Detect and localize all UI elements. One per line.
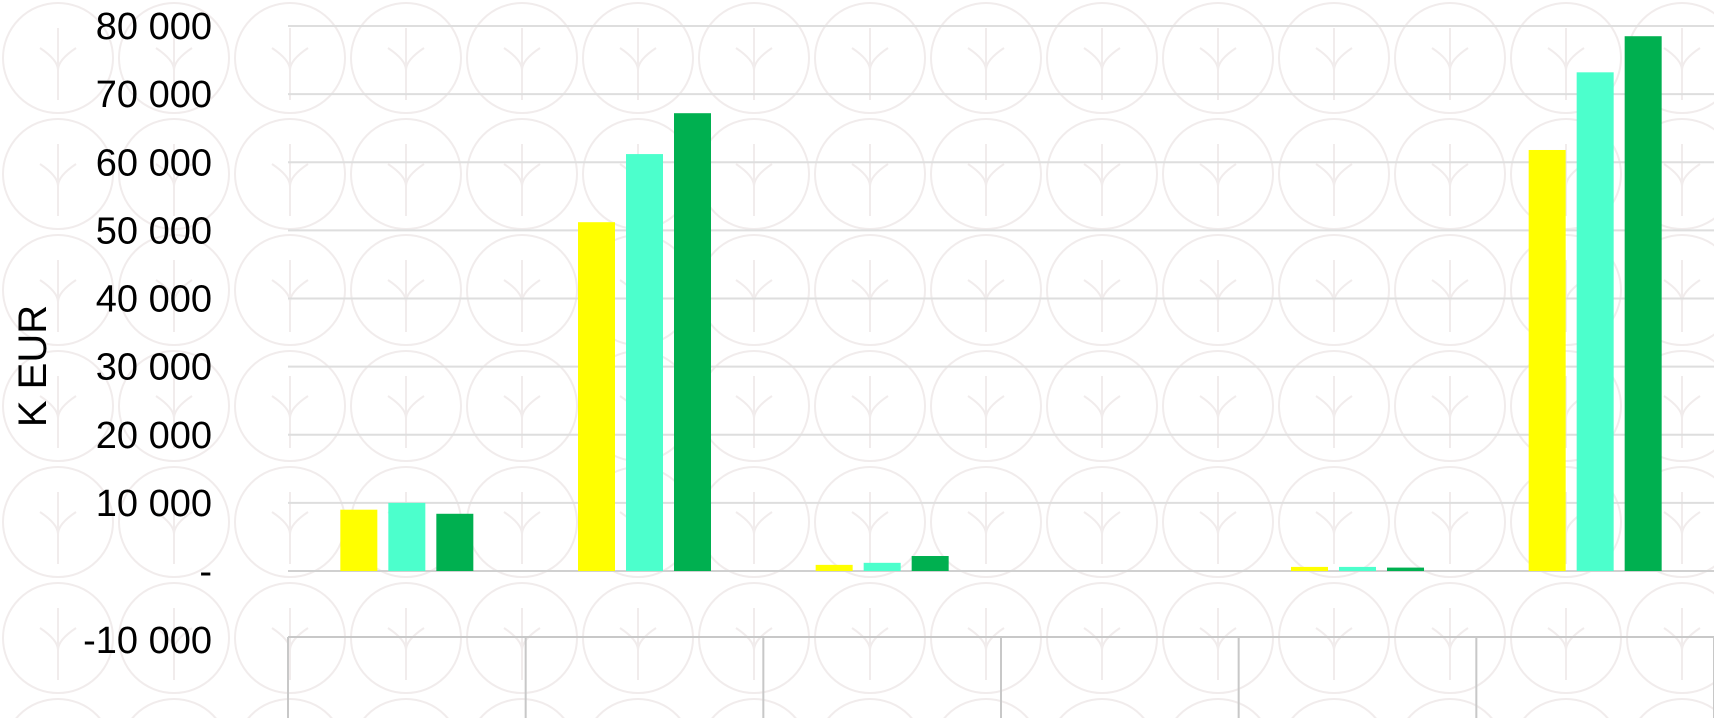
bar-series-1-cat-1 — [340, 509, 378, 571]
bar-series-3-cat-3 — [911, 556, 949, 571]
bar-series-1-cat-2 — [578, 222, 615, 571]
y-tick-label: 70 000 — [96, 74, 212, 116]
bar-series-1-cat-6 — [1528, 149, 1566, 572]
y-tick-label: 10 000 — [96, 483, 212, 525]
y-tick-label: 60 000 — [96, 142, 212, 184]
y-tick-label: 50 000 — [96, 210, 212, 252]
y-axis-title: K EUR — [11, 305, 55, 427]
bar-series-3-cat-5 — [1387, 567, 1424, 571]
bar-series-2-cat-2 — [626, 154, 663, 571]
bar-series-2-cat-3 — [863, 562, 901, 571]
y-tick-label: 40 000 — [96, 279, 212, 321]
y-tick-label: 30 000 — [96, 347, 212, 389]
bar-series-3-cat-1 — [436, 513, 474, 571]
bar-series-2-cat-5 — [1339, 566, 1376, 571]
bar-series-1-cat-3 — [815, 564, 853, 571]
y-tick-label: 80 000 — [96, 6, 212, 48]
bar-series-3-cat-6 — [1624, 36, 1662, 571]
y-tick-label: -10 000 — [83, 620, 212, 662]
bar-series-3-cat-2 — [674, 113, 711, 571]
bar-series-1-cat-5 — [1291, 566, 1328, 571]
bar-series-2-cat-1 — [388, 502, 426, 571]
bar-series-2-cat-6 — [1576, 72, 1614, 571]
y-tick-label: - — [199, 551, 212, 593]
y-tick-label: 20 000 — [96, 415, 212, 457]
